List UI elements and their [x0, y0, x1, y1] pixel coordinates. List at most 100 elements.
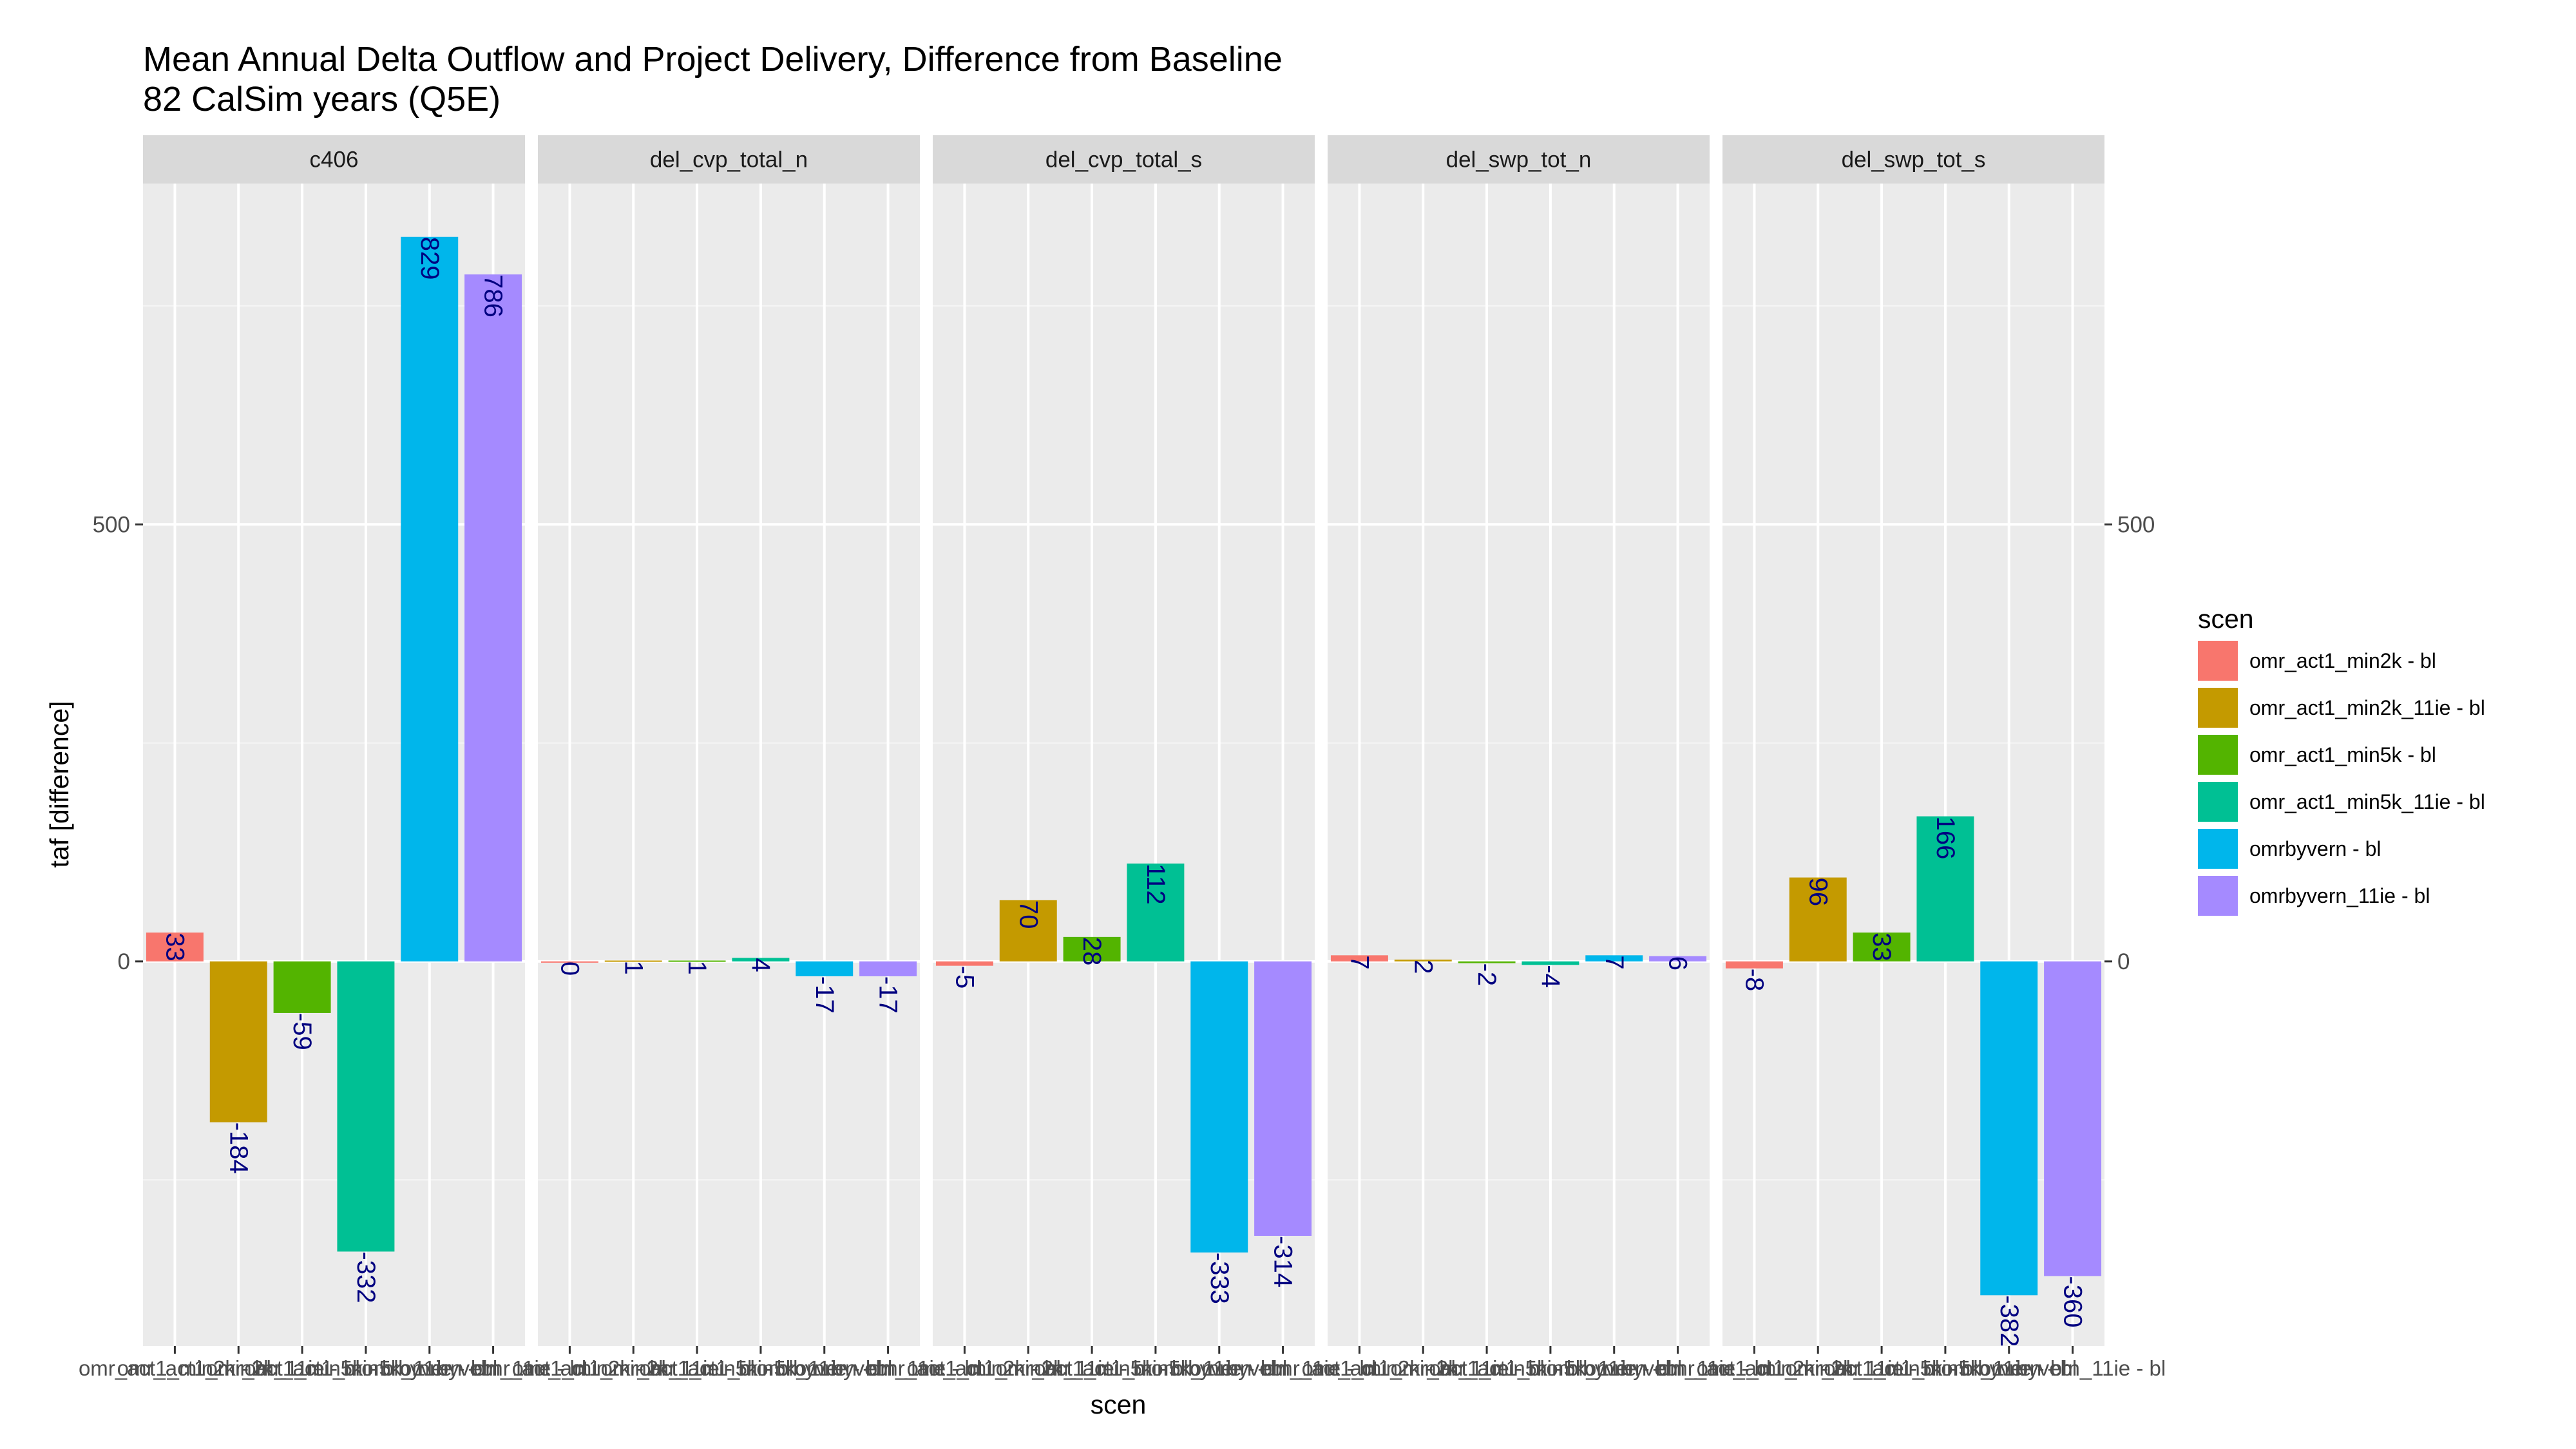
x-tick-label: omrbyvern_11ie - bl — [795, 1356, 981, 1380]
strip-label: del_cvp_total_s — [1045, 147, 1202, 173]
y-tick-label-right: 0 — [2117, 949, 2130, 974]
bar-del_cvp_total_s-3 — [1127, 863, 1185, 961]
bar-del_cvp_total_n-5 — [859, 961, 917, 976]
y-axis-title: taf [difference] — [44, 701, 74, 867]
legend: scen omr_act1_min2k - bl omr_act1_min2k_1… — [2198, 604, 2485, 916]
legend-key-2 — [2198, 735, 2238, 775]
x-tick-label: omr_act1_min2k - bl — [473, 1356, 666, 1380]
data-label-del_swp_tot_n-5: 6 — [1664, 956, 1692, 971]
x-tick-label: omr_act1_min2k - bl — [1263, 1356, 1456, 1380]
facet-del_cvp_total_s: -5 70 28 112 -333 -314 omr_act1_min2k - blomr_… — [868, 135, 1376, 1380]
x-tick-label: omr_act1_min5k_11ie - bl — [244, 1356, 487, 1380]
legend-key-1 — [2198, 688, 2238, 728]
strip-label: c406 — [310, 147, 359, 173]
bar-del_swp_tot_n-4 — [1585, 955, 1643, 961]
data-label-del_cvp_total_s-4: -333 — [1205, 1253, 1234, 1304]
legend-key-0 — [2198, 641, 2238, 681]
facet-del_swp_tot_s: -8 96 33 166 -382 -360 omr_act1_min2k - blomr_… — [1658, 135, 2166, 1380]
data-label-del_swp_tot_s-2: 33 — [1867, 933, 1896, 961]
strip-label: del_cvp_total_n — [650, 147, 808, 173]
data-label-del_cvp_total_n-0: 0 — [555, 961, 584, 976]
bar-del_swp_tot_s-4 — [1980, 961, 2038, 1296]
data-label-del_cvp_total_s-2: 28 — [1078, 937, 1106, 966]
x-axis-title: scen — [1091, 1390, 1147, 1419]
data-label-c406-4: 829 — [415, 237, 444, 280]
x-tick-label: omr_act1_min5k - bl — [1786, 1356, 1978, 1380]
chart-subtitle: 82 CalSim years (Q5E) — [143, 80, 501, 118]
bar-del_cvp_total_n-1 — [604, 960, 662, 962]
panel-background — [933, 184, 1315, 1346]
bar-c406-4 — [401, 236, 459, 961]
legend-label-0: omr_act1_min2k - bl — [2249, 649, 2436, 672]
strip-background — [1328, 135, 1710, 184]
data-label-del_cvp_total_n-1: 1 — [619, 961, 647, 975]
bar-c406-1 — [209, 961, 267, 1122]
x-tick-label: omr_act1_min2k_11ie - bl — [1697, 1356, 1940, 1380]
data-label-del_cvp_total_n-5: -17 — [874, 976, 902, 1014]
data-label-del_swp_tot_s-4: -382 — [1995, 1295, 2023, 1347]
legend-label-1: omr_act1_min2k_11ie - bl — [2249, 696, 2485, 719]
bar-del_swp_tot_s-1 — [1789, 877, 1847, 961]
y-axes: 0 0 500 500 — [93, 512, 2155, 974]
x-tick-label: omrbyvern_11ie - bl — [1190, 1356, 1376, 1380]
data-label-c406-5: 786 — [479, 274, 508, 317]
x-tick-label: omrbyvern_11ie - bl — [1585, 1356, 1771, 1380]
y-tick-label-left: 500 — [93, 512, 130, 537]
chart-title: Mean Annual Delta Outflow and Project De… — [143, 40, 1283, 79]
bar-del_swp_tot_n-2 — [1458, 961, 1516, 963]
data-label-del_swp_tot_s-3: 166 — [1931, 817, 1960, 860]
y-tick-label-right: 500 — [2117, 512, 2155, 537]
strip-background — [933, 135, 1315, 184]
strip-background — [143, 135, 525, 184]
panel-background — [538, 184, 920, 1346]
x-tick-label: omr_act1_min5k - bl — [996, 1356, 1188, 1380]
data-label-c406-2: -59 — [288, 1013, 316, 1050]
x-tick-label: omrbyvern_11ie - bl — [1980, 1356, 2166, 1380]
legend-label-3: omr_act1_min5k_11ie - bl — [2249, 790, 2485, 813]
x-tick-label: omr_act1_min5k - bl — [1391, 1356, 1583, 1380]
x-tick-label: omr_act1_min2k_11ie - bl — [1302, 1356, 1545, 1380]
data-label-c406-3: -332 — [352, 1251, 380, 1303]
x-tick-label: omr_act1_min2k - bl — [1658, 1356, 1851, 1380]
x-tick-label: omr_act1_min5k_11ie - bl — [1034, 1356, 1277, 1380]
data-label-del_cvp_total_s-0: -5 — [950, 966, 978, 989]
bar-del_cvp_total_s-0 — [935, 961, 993, 966]
data-label-del_cvp_total_s-5: -314 — [1269, 1236, 1297, 1287]
bar-del_cvp_total_s-5 — [1254, 961, 1312, 1236]
facet-del_cvp_total_n: 0 1 1 4 -17 -17 omr_act1_min2k - blomr_act1_mi… — [473, 135, 981, 1380]
y-tick-label-left: 0 — [118, 949, 130, 974]
strip-label: del_swp_tot_s — [1842, 147, 1986, 173]
bar-del_cvp_total_s-1 — [999, 900, 1057, 961]
x-tick-label: omrbyvern - bl — [1151, 1356, 1287, 1380]
legend-key-5 — [2198, 876, 2238, 916]
x-tick-label: omrbyvern_11ie - bl — [400, 1356, 586, 1380]
bar-del_swp_tot_n-1 — [1394, 960, 1452, 961]
bar-c406-0 — [146, 933, 204, 961]
bar-del_cvp_total_s-2 — [1063, 936, 1121, 961]
x-tick-label: omr_act1_min2k_11ie - bl — [907, 1356, 1150, 1380]
legend-label-4: omrbyvern - bl — [2249, 837, 2381, 860]
strip-background — [1722, 135, 2104, 184]
bar-c406-2 — [273, 961, 331, 1013]
data-label-del_swp_tot_n-3: -4 — [1536, 965, 1565, 988]
bar-del_cvp_total_n-3 — [732, 958, 790, 961]
data-label-del_swp_tot_n-2: -2 — [1473, 963, 1501, 987]
data-label-del_cvp_total_n-4: -17 — [810, 976, 839, 1014]
data-label-c406-1: -184 — [224, 1122, 253, 1174]
data-label-del_cvp_total_s-3: 112 — [1141, 864, 1170, 905]
bar-del_cvp_total_n-0 — [540, 961, 598, 963]
bar-del_cvp_total_s-4 — [1190, 961, 1248, 1253]
panel-background — [1722, 184, 2104, 1346]
x-tick-label: omr_act1_min2k_11ie - bl — [117, 1356, 360, 1380]
data-label-del_swp_tot_n-4: 7 — [1600, 955, 1628, 969]
data-label-del_cvp_total_s-1: 70 — [1014, 900, 1042, 929]
data-label-del_swp_tot_n-1: 2 — [1409, 960, 1437, 974]
facet-del_swp_tot_n: 7 2 -2 -4 7 6 omr_act1_min2k - blomr_act1_min2… — [1263, 135, 1771, 1380]
bar-del_swp_tot_s-0 — [1725, 961, 1783, 969]
data-label-del_swp_tot_n-0: 7 — [1345, 955, 1373, 969]
data-label-del_swp_tot_s-0: -8 — [1740, 969, 1768, 992]
strip-background — [538, 135, 920, 184]
